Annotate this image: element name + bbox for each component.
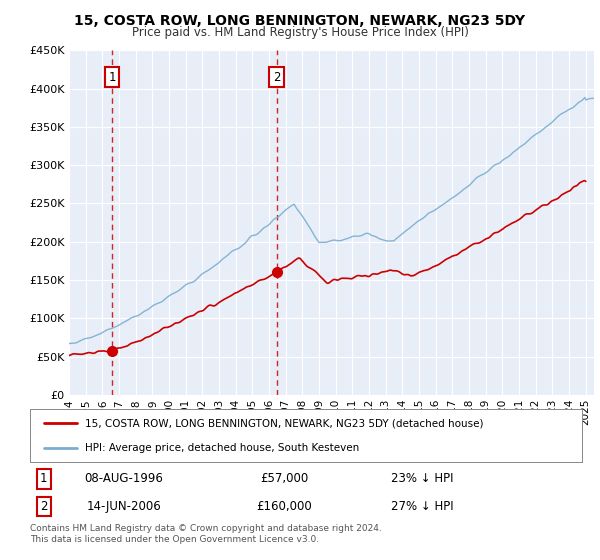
Text: 2: 2	[273, 71, 280, 83]
Bar	[61, 50, 69, 395]
Text: 08-AUG-1996: 08-AUG-1996	[85, 473, 163, 486]
Text: 23% ↓ HPI: 23% ↓ HPI	[391, 473, 453, 486]
Text: 27% ↓ HPI: 27% ↓ HPI	[391, 500, 453, 513]
Text: 15, COSTA ROW, LONG BENNINGTON, NEWARK, NG23 5DY: 15, COSTA ROW, LONG BENNINGTON, NEWARK, …	[74, 14, 526, 28]
Text: Contains HM Land Registry data © Crown copyright and database right 2024.
This d: Contains HM Land Registry data © Crown c…	[30, 524, 382, 544]
Text: HPI: Average price, detached house, South Kesteven: HPI: Average price, detached house, Sout…	[85, 442, 359, 452]
Text: Price paid vs. HM Land Registry's House Price Index (HPI): Price paid vs. HM Land Registry's House …	[131, 26, 469, 39]
Bar	[61, 50, 69, 395]
Text: £160,000: £160,000	[256, 500, 312, 513]
Text: 15, COSTA ROW, LONG BENNINGTON, NEWARK, NG23 5DY (detached house): 15, COSTA ROW, LONG BENNINGTON, NEWARK, …	[85, 418, 484, 428]
Text: 2: 2	[40, 500, 47, 513]
Text: 1: 1	[40, 473, 47, 486]
Text: 1: 1	[109, 71, 116, 83]
Text: 14-JUN-2006: 14-JUN-2006	[86, 500, 161, 513]
Text: £57,000: £57,000	[260, 473, 308, 486]
